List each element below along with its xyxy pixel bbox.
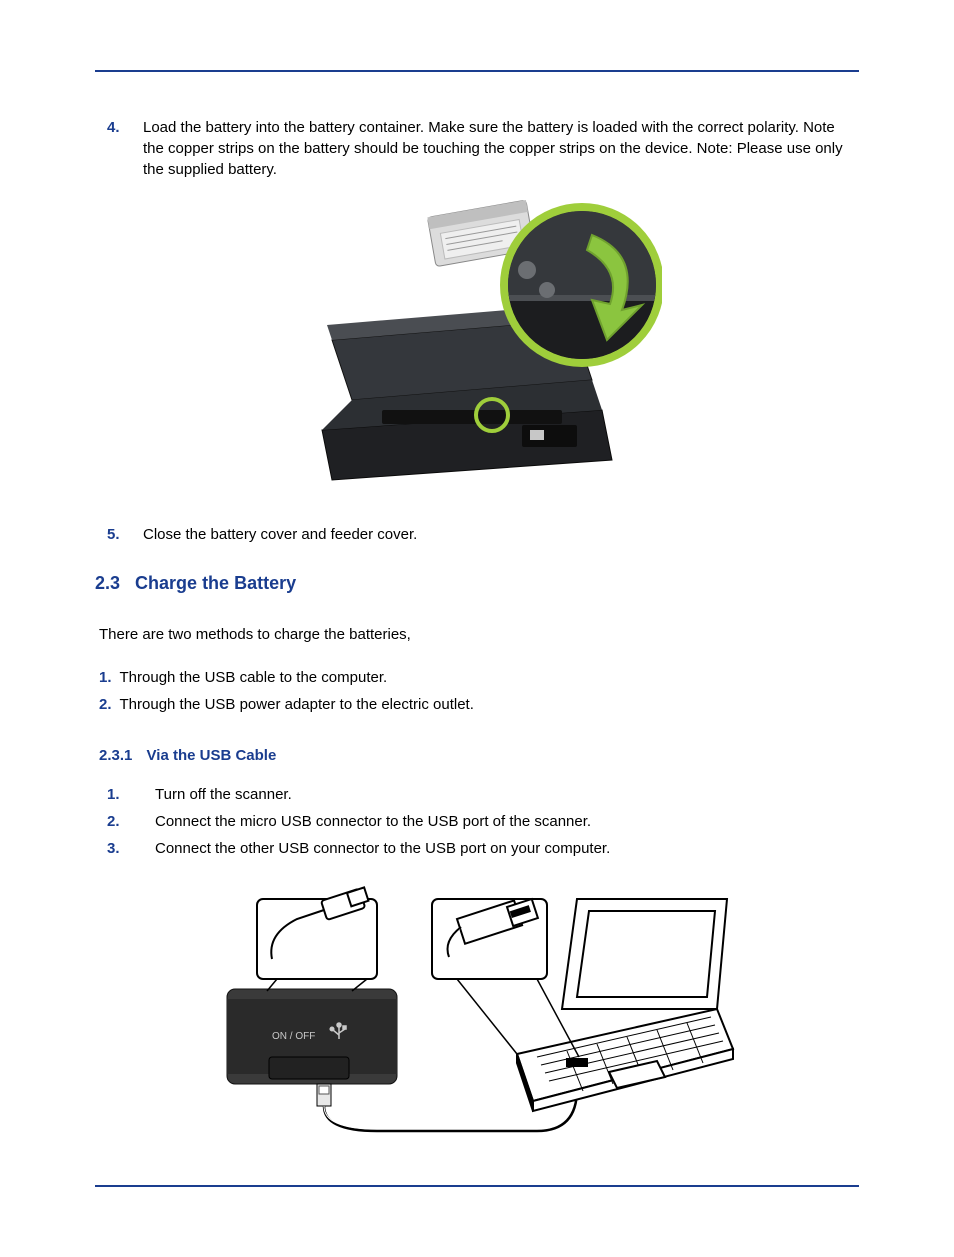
section-2-3-intro: There are two methods to charge the batt… (99, 624, 859, 645)
charge-method-2: 2. Through the USB power adapter to the … (95, 694, 859, 715)
bottom-divider (95, 1185, 859, 1187)
section-2-3-title: Charge the Battery (135, 573, 296, 593)
charge-method-2-text: Through the USB power adapter to the ele… (120, 694, 474, 715)
step-5-text: Close the battery cover and feeder cover… (143, 524, 859, 545)
section-2-3-number: 2.3 (95, 573, 120, 593)
battery-install-illustration (292, 200, 662, 490)
charge-method-1-text: Through the USB cable to the computer. (120, 667, 388, 688)
step-4-number: 4. (107, 117, 143, 180)
usb-step-2-text: Connect the micro USB connector to the U… (155, 811, 859, 832)
usb-step-3-number: 3. (107, 838, 155, 859)
section-2-3-1-title: Via the USB Cable (147, 747, 277, 764)
charge-method-2-number: 2. (99, 694, 112, 715)
usb-step-1-text: Turn off the scanner. (155, 784, 859, 805)
usb-step-3: 3. Connect the other USB connector to th… (95, 838, 859, 859)
top-divider (95, 70, 859, 72)
usb-step-2: 2. Connect the micro USB connector to th… (95, 811, 859, 832)
device-onoff-label: ON / OFF (272, 1031, 315, 1042)
section-2-3-1-number: 2.3.1 (99, 747, 132, 764)
step-4: 4. Load the battery into the battery con… (95, 117, 859, 180)
figure-usb-cable: ON / OFF (95, 879, 859, 1145)
usb-step-1: 1. Turn off the scanner. (95, 784, 859, 805)
section-2-3-heading: 2.3 Charge the Battery (95, 571, 859, 596)
charge-method-1-number: 1. (99, 667, 112, 688)
section-2-3-1-heading: 2.3.1 Via the USB Cable (99, 745, 859, 766)
step-4-text: Load the battery into the battery contai… (143, 117, 859, 180)
usb-step-1-number: 1. (107, 784, 155, 805)
usb-step-3-text: Connect the other USB connector to the U… (155, 838, 859, 859)
usb-cable-illustration: ON / OFF (217, 879, 737, 1139)
step-5-number: 5. (107, 524, 143, 545)
step-5: 5. Close the battery cover and feeder co… (95, 524, 859, 545)
charge-method-1: 1. Through the USB cable to the computer… (95, 667, 859, 688)
usb-step-2-number: 2. (107, 811, 155, 832)
figure-battery-install (95, 200, 859, 496)
